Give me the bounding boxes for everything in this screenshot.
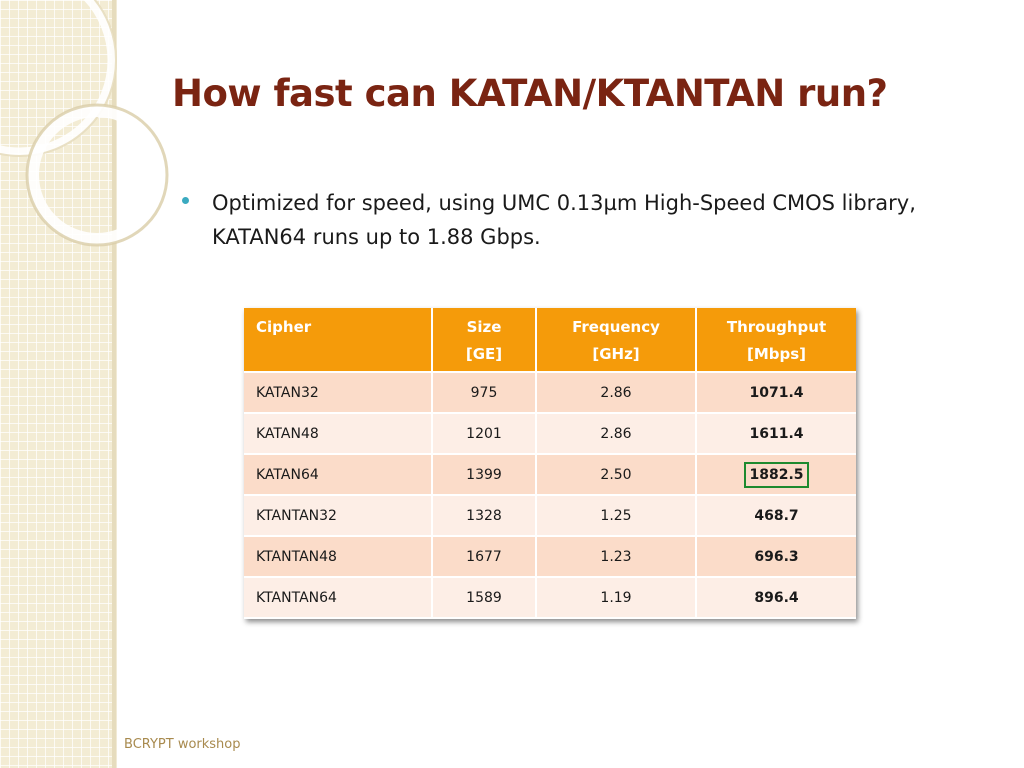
slide-title: How fast can KATAN/KTANTAN run? bbox=[172, 72, 888, 115]
table-row: KTANTAN64 1589 1.19 896.4 bbox=[244, 577, 856, 619]
throughput-table: Cipher Size [GE] Frequency [GHz] Through… bbox=[244, 308, 856, 619]
footer-text: BCRYPT workshop bbox=[124, 737, 241, 752]
cell-size: 1328 bbox=[432, 495, 537, 537]
cell-throughput: 896.4 bbox=[696, 577, 856, 619]
cell-size: 975 bbox=[432, 372, 537, 414]
header-frequency-label: Frequency bbox=[572, 318, 660, 336]
cell-cipher: KTANTAN64 bbox=[244, 577, 433, 619]
side-band-edge bbox=[112, 0, 116, 768]
header-size: Size [GE] bbox=[432, 308, 537, 373]
decorative-rings bbox=[0, 0, 169, 247]
cell-throughput: 1611.4 bbox=[696, 413, 856, 455]
decorative-ring-large-shade bbox=[0, 0, 117, 157]
header-throughput-label: Throughput bbox=[726, 318, 827, 336]
cell-frequency: 1.25 bbox=[536, 495, 697, 537]
table-row: KATAN48 1201 2.86 1611.4 bbox=[244, 413, 856, 455]
decorative-ring-large bbox=[0, 0, 117, 157]
cell-frequency: 2.86 bbox=[536, 413, 697, 455]
table-row: KATAN32 975 2.86 1071.4 bbox=[244, 372, 856, 414]
cell-frequency: 1.19 bbox=[536, 577, 697, 619]
cell-size: 1589 bbox=[432, 577, 537, 619]
cell-frequency: 2.50 bbox=[536, 454, 697, 496]
table-row-highlighted: KATAN64 1399 2.50 1882.5 bbox=[244, 454, 856, 496]
table-row: KTANTAN32 1328 1.25 468.7 bbox=[244, 495, 856, 537]
cell-throughput: 696.3 bbox=[696, 536, 856, 578]
cell-throughput: 1882.5 bbox=[696, 454, 856, 496]
cell-frequency: 2.86 bbox=[536, 372, 697, 414]
side-band-edge-line bbox=[116, 0, 117, 768]
header-frequency: Frequency [GHz] bbox=[536, 308, 697, 373]
cell-throughput: 468.7 bbox=[696, 495, 856, 537]
cell-size: 1201 bbox=[432, 413, 537, 455]
cell-size: 1399 bbox=[432, 454, 537, 496]
cell-size: 1677 bbox=[432, 536, 537, 578]
table-row: KTANTAN48 1677 1.23 696.3 bbox=[244, 536, 856, 578]
decorative-ring-small-shade bbox=[25, 103, 169, 247]
cell-cipher: KATAN48 bbox=[244, 413, 433, 455]
cell-cipher: KATAN32 bbox=[244, 372, 433, 414]
bullet-dot-icon bbox=[182, 197, 189, 204]
cell-throughput: 1071.4 bbox=[696, 372, 856, 414]
highlighted-throughput: 1882.5 bbox=[744, 461, 809, 488]
header-size-unit: [GE] bbox=[465, 345, 503, 363]
header-cipher-label: Cipher bbox=[256, 318, 312, 336]
table-header-row: Cipher Size [GE] Frequency [GHz] Through… bbox=[244, 308, 856, 373]
header-throughput-unit: [Mbps] bbox=[746, 345, 807, 363]
cell-cipher: KTANTAN32 bbox=[244, 495, 433, 537]
cell-cipher: KATAN64 bbox=[244, 454, 433, 496]
cell-frequency: 1.23 bbox=[536, 536, 697, 578]
cell-cipher: KTANTAN48 bbox=[244, 536, 433, 578]
header-throughput: Throughput [Mbps] bbox=[696, 308, 856, 373]
header-frequency-unit: [GHz] bbox=[592, 345, 640, 363]
header-cipher: Cipher bbox=[244, 308, 433, 373]
header-size-label: Size bbox=[466, 318, 502, 336]
decorative-ring-small bbox=[27, 105, 167, 245]
bullet-text: Optimized for speed, using UMC 0.13µm Hi… bbox=[212, 191, 916, 249]
